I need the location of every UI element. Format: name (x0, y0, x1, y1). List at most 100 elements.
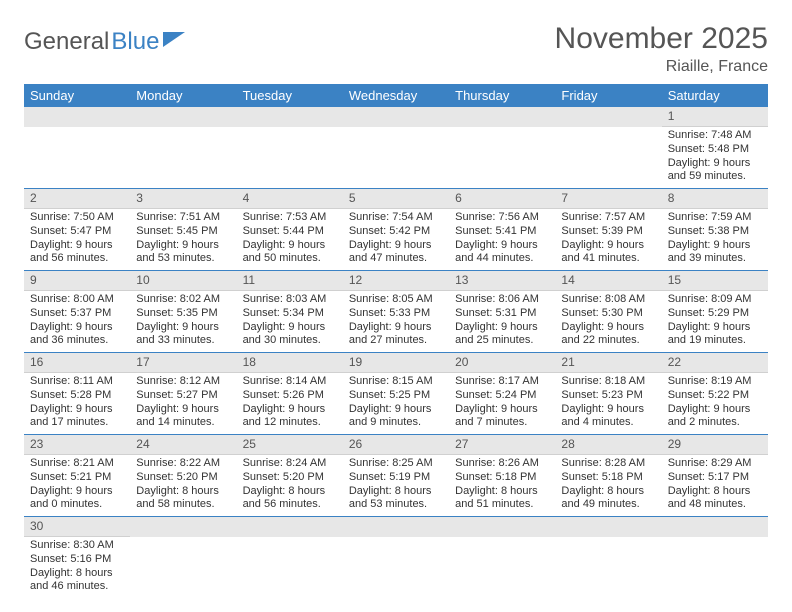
daylight-text: Daylight: 9 hours and 25 minutes. (455, 321, 549, 349)
calendar-day-empty (130, 517, 236, 598)
calendar-week-row: 16Sunrise: 8:11 AMSunset: 5:28 PMDayligh… (24, 353, 768, 435)
calendar-day-empty (662, 517, 768, 598)
calendar-day: 12Sunrise: 8:05 AMSunset: 5:33 PMDayligh… (343, 271, 449, 352)
sunset-text: Sunset: 5:48 PM (668, 143, 762, 157)
calendar-day: 3Sunrise: 7:51 AMSunset: 5:45 PMDaylight… (130, 189, 236, 270)
daylight-text: Daylight: 9 hours and 59 minutes. (668, 157, 762, 185)
daylight-text: Daylight: 9 hours and 50 minutes. (243, 239, 337, 267)
daylight-text: Daylight: 9 hours and 36 minutes. (30, 321, 124, 349)
calendar-day: 7Sunrise: 7:57 AMSunset: 5:39 PMDaylight… (555, 189, 661, 270)
day-number: 5 (343, 189, 449, 209)
weekday-header: Saturday (662, 84, 768, 107)
location-subtitle: Riaille, France (555, 58, 768, 76)
sunrise-text: Sunrise: 8:09 AM (668, 293, 762, 307)
sunset-text: Sunset: 5:25 PM (349, 389, 443, 403)
sunrise-text: Sunrise: 8:25 AM (349, 457, 443, 471)
day-number: 18 (237, 353, 343, 373)
calendar-day: 21Sunrise: 8:18 AMSunset: 5:23 PMDayligh… (555, 353, 661, 434)
day-number: 26 (343, 435, 449, 455)
day-number: 11 (237, 271, 343, 291)
sunset-text: Sunset: 5:16 PM (30, 553, 124, 567)
sunrise-text: Sunrise: 8:26 AM (455, 457, 549, 471)
flag-icon (161, 28, 189, 56)
daylight-text: Daylight: 8 hours and 46 minutes. (30, 567, 124, 595)
daylight-text: Daylight: 9 hours and 14 minutes. (136, 403, 230, 431)
sunrise-text: Sunrise: 8:22 AM (136, 457, 230, 471)
brand-part2: Blue (111, 28, 159, 56)
day-number: 9 (24, 271, 130, 291)
day-number: 21 (555, 353, 661, 373)
day-number: 29 (662, 435, 768, 455)
calendar-week-row: 30Sunrise: 8:30 AMSunset: 5:16 PMDayligh… (24, 517, 768, 598)
sunrise-text: Sunrise: 8:17 AM (455, 375, 549, 389)
calendar-day: 9 Sunrise: 8:00 AMSunset: 5:37 PMDaylight… (24, 271, 130, 352)
calendar-day-empty (237, 107, 343, 188)
sunset-text: Sunset: 5:34 PM (243, 307, 337, 321)
day-number: 14 (555, 271, 661, 291)
day-number: 16 (24, 353, 130, 373)
sunset-text: Sunset: 5:37 PM (30, 307, 124, 321)
sunrise-text: Sunrise: 8:19 AM (668, 375, 762, 389)
daylight-text: Daylight: 8 hours and 58 minutes. (136, 485, 230, 513)
calendar-day-empty (555, 517, 661, 598)
day-number: 25 (237, 435, 343, 455)
calendar-week-row: 23Sunrise: 8:21 AMSunset: 5:21 PMDayligh… (24, 435, 768, 517)
day-number: 3 (130, 189, 236, 209)
calendar-day-empty (449, 517, 555, 598)
weekday-header: Tuesday (237, 84, 343, 107)
calendar-day: 26Sunrise: 8:25 AMSunset: 5:19 PMDayligh… (343, 435, 449, 516)
daylight-text: Daylight: 9 hours and 9 minutes. (349, 403, 443, 431)
weekday-header: Friday (555, 84, 661, 107)
daylight-text: Daylight: 9 hours and 56 minutes. (30, 239, 124, 267)
calendar-day: 30Sunrise: 8:30 AMSunset: 5:16 PMDayligh… (24, 517, 130, 598)
sunrise-text: Sunrise: 8:06 AM (455, 293, 549, 307)
sunrise-text: Sunrise: 8:00 AM (30, 293, 124, 307)
sunrise-text: Sunrise: 8:05 AM (349, 293, 443, 307)
day-number: 1 (662, 107, 768, 127)
calendar-day-empty (555, 107, 661, 188)
sunset-text: Sunset: 5:26 PM (243, 389, 337, 403)
calendar-week-row: 9Sunrise: 8:00 AMSunset: 5:37 PMDaylight… (24, 271, 768, 353)
day-number: 13 (449, 271, 555, 291)
calendar-day: 20Sunrise: 8:17 AMSunset: 5:24 PMDayligh… (449, 353, 555, 434)
calendar-day: 5Sunrise: 7:54 AMSunset: 5:42 PMDaylight… (343, 189, 449, 270)
header: GeneralBlue November 2025 Riaille, Franc… (24, 22, 768, 76)
sunset-text: Sunset: 5:33 PM (349, 307, 443, 321)
calendar-body: 1Sunrise: 7:48 AMSunset: 5:48 PMDaylight… (24, 107, 768, 598)
daylight-text: Daylight: 9 hours and 22 minutes. (561, 321, 655, 349)
sunrise-text: Sunrise: 8:30 AM (30, 539, 124, 553)
sunrise-text: Sunrise: 8:08 AM (561, 293, 655, 307)
sunrise-text: Sunrise: 7:53 AM (243, 211, 337, 225)
sunrise-text: Sunrise: 7:57 AM (561, 211, 655, 225)
calendar-day: 25Sunrise: 8:24 AMSunset: 5:20 PMDayligh… (237, 435, 343, 516)
sunrise-text: Sunrise: 8:24 AM (243, 457, 337, 471)
sunrise-text: Sunrise: 8:03 AM (243, 293, 337, 307)
calendar-day: 11Sunrise: 8:03 AMSunset: 5:34 PMDayligh… (237, 271, 343, 352)
sunrise-text: Sunrise: 8:11 AM (30, 375, 124, 389)
sunrise-text: Sunrise: 7:51 AM (136, 211, 230, 225)
calendar-day: 24Sunrise: 8:22 AMSunset: 5:20 PMDayligh… (130, 435, 236, 516)
daylight-text: Daylight: 9 hours and 44 minutes. (455, 239, 549, 267)
sunset-text: Sunset: 5:23 PM (561, 389, 655, 403)
sunrise-text: Sunrise: 8:02 AM (136, 293, 230, 307)
brand-part1: General (24, 28, 109, 56)
sunset-text: Sunset: 5:20 PM (136, 471, 230, 485)
day-number: 17 (130, 353, 236, 373)
sunrise-text: Sunrise: 7:50 AM (30, 211, 124, 225)
sunrise-text: Sunrise: 8:15 AM (349, 375, 443, 389)
daylight-text: Daylight: 9 hours and 41 minutes. (561, 239, 655, 267)
sunset-text: Sunset: 5:47 PM (30, 225, 124, 239)
calendar-day-empty (237, 517, 343, 598)
sunrise-text: Sunrise: 8:14 AM (243, 375, 337, 389)
calendar-day: 15Sunrise: 8:09 AMSunset: 5:29 PMDayligh… (662, 271, 768, 352)
day-number: 22 (662, 353, 768, 373)
calendar-day: 29Sunrise: 8:29 AMSunset: 5:17 PMDayligh… (662, 435, 768, 516)
sunset-text: Sunset: 5:42 PM (349, 225, 443, 239)
sunrise-text: Sunrise: 8:12 AM (136, 375, 230, 389)
day-number: 27 (449, 435, 555, 455)
daylight-text: Daylight: 9 hours and 12 minutes. (243, 403, 337, 431)
daylight-text: Daylight: 9 hours and 39 minutes. (668, 239, 762, 267)
day-number: 8 (662, 189, 768, 209)
calendar-day-empty (24, 107, 130, 188)
sunset-text: Sunset: 5:35 PM (136, 307, 230, 321)
